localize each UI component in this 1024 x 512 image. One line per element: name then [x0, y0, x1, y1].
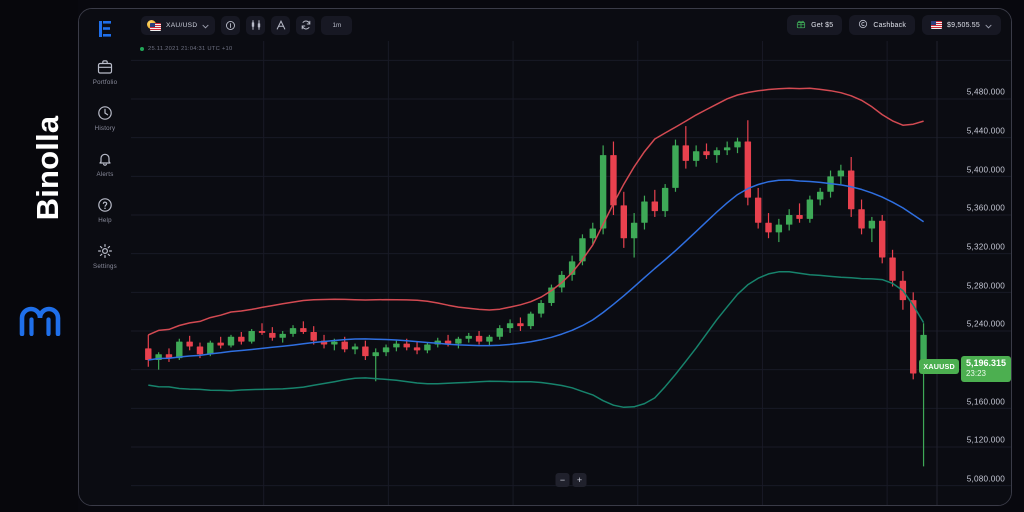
price-axis-label: 5,240.000 [966, 319, 1005, 329]
brand-name: Binolla [30, 115, 65, 221]
refresh-icon[interactable] [296, 15, 316, 35]
us-flag-icon [931, 21, 943, 29]
price-axis-label: 5,400.000 [966, 165, 1005, 175]
app-window: Portfolio History Aler [78, 8, 1012, 506]
chart-area[interactable]: 25.11.2021 21:04:31 UTC +10 XAUUSD 5,196… [131, 41, 1011, 505]
price-axis-label: 5,480.000 [966, 87, 1005, 97]
gear-icon [96, 242, 114, 260]
price-axis-label: 5,320.000 [966, 242, 1005, 252]
balance-selector[interactable]: $9,505.55 [922, 15, 1001, 35]
price-axis-label: 5,160.000 [966, 397, 1005, 407]
balance-amount: $9,505.55 [947, 21, 980, 29]
sidebar-item-label: Settings [93, 263, 117, 270]
sidebar-item-label: Portfolio [92, 79, 118, 86]
brand-panel: Binolla [0, 0, 78, 512]
sidebar: Portfolio History Aler [79, 9, 132, 505]
sidebar-item-label: Help [98, 217, 112, 224]
zoom-controls: − + [555, 473, 587, 487]
sidebar-item-label: History [94, 125, 116, 132]
price-tag-symbol: XAUUSD [919, 358, 959, 374]
price-tag-symbol-label: XAUUSD [923, 361, 955, 371]
price-axis-label: 5,280.000 [966, 281, 1005, 291]
get-bonus-button[interactable]: Get $5 [787, 15, 843, 35]
indicators-icon[interactable] [271, 15, 291, 35]
get-bonus-label: Get $5 [811, 21, 834, 29]
live-dot-icon [140, 47, 144, 51]
chevron-down-icon [202, 16, 209, 34]
briefcase-icon [96, 58, 114, 76]
price-axis-label: 5,120.000 [966, 435, 1005, 445]
price-axis-label: 5,080.000 [966, 474, 1005, 484]
candlestick-plot[interactable] [131, 41, 1011, 505]
clock-history-icon [96, 104, 114, 122]
price-tag-values: 5,196.315 23:23 [960, 355, 1011, 382]
binolla-m-logo-icon [18, 302, 62, 337]
symbol-label: XAU/USD [166, 21, 198, 29]
candlestick-chart-icon[interactable] [246, 15, 266, 35]
sidebar-item-label: Alerts [96, 171, 114, 178]
price-tag-price: 5,196.315 [965, 357, 1006, 368]
cashback-label: Cashback [873, 21, 907, 29]
cashback-coin-icon [858, 16, 868, 34]
price-tag-time: 23:23 [965, 368, 986, 378]
current-price-tag: XAUUSD 5,196.315 23:23 [919, 355, 1011, 382]
cashback-button[interactable]: Cashback [849, 15, 916, 35]
zoom-out-button[interactable]: − [555, 473, 570, 487]
info-icon[interactable] [221, 15, 241, 35]
price-axis-label: 5,360.000 [966, 203, 1005, 213]
sidebar-item-portfolio[interactable]: Portfolio [79, 58, 131, 86]
chevron-down-icon [985, 16, 992, 34]
gold-usd-pair-icon [147, 19, 161, 31]
chart-timestamp: 25.11.2021 21:04:31 UTC +10 [148, 46, 233, 52]
sidebar-item-settings[interactable]: Settings [79, 242, 131, 270]
sidebar-item-alerts[interactable]: Alerts [79, 150, 131, 178]
zoom-in-button[interactable]: + [572, 473, 587, 487]
price-axis-label: 5,440.000 [966, 126, 1005, 136]
binolla-b-logo-icon[interactable] [94, 18, 116, 40]
toolbar-left-group: XAU/USD [131, 15, 353, 35]
question-circle-icon [96, 196, 114, 214]
toolbar-right-group: Get $5 Cashback $9,505.55 [787, 15, 1011, 35]
timeframe-selector[interactable]: 1m [321, 15, 353, 35]
symbol-selector[interactable]: XAU/USD [141, 15, 216, 35]
sidebar-item-help[interactable]: Help [79, 196, 131, 224]
bell-icon [96, 150, 114, 168]
chart-header: 25.11.2021 21:04:31 UTC +10 [140, 46, 232, 52]
gift-icon [796, 16, 806, 34]
sidebar-item-history[interactable]: History [79, 104, 131, 132]
toolbar: XAU/USD [131, 9, 1011, 42]
